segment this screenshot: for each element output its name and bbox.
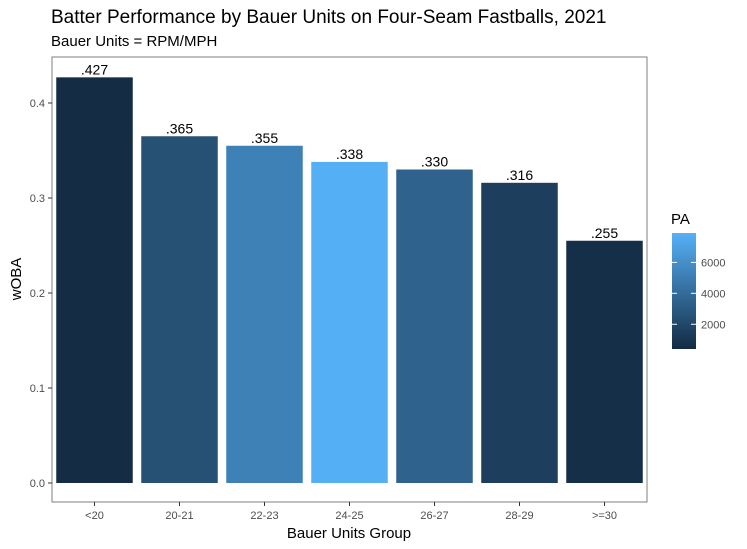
x-tick-label-4: 26-27 xyxy=(420,510,448,522)
x-axis: <20 20-21 22-23 24-25 26-27 28-29 >=30 xyxy=(85,502,617,522)
bar-value-label-0: .427 xyxy=(81,61,108,77)
bar-3 xyxy=(311,161,388,483)
chart-subtitle: Bauer Units = RPM/MPH xyxy=(51,33,217,50)
legend-ticks: 2000 4000 6000 xyxy=(672,257,725,331)
x-axis-title: Bauer Units Group xyxy=(287,525,411,542)
x-tick-label-0: <20 xyxy=(85,510,104,522)
bar-value-label-3: .338 xyxy=(336,146,363,162)
bar-value-label-6: .255 xyxy=(591,225,618,241)
y-tick-label-4: 0.4 xyxy=(30,98,45,110)
bar-value-label-1: .365 xyxy=(166,120,193,136)
x-tick-label-6: >=30 xyxy=(592,510,617,522)
y-tick-label-3: 0.3 xyxy=(30,193,45,205)
legend-tick-label-2: 6000 xyxy=(701,257,725,269)
bar-1 xyxy=(141,136,218,483)
bar-2 xyxy=(226,145,303,483)
legend-tick-label-1: 4000 xyxy=(701,288,725,300)
x-tick-label-1: 20-21 xyxy=(165,510,193,522)
bar-5 xyxy=(481,182,558,484)
chart-title: Batter Performance by Bauer Units on Fou… xyxy=(51,7,606,28)
bars-group: .427 .365 .355 .338 .330 .316 .255 xyxy=(56,61,643,484)
y-tick-label-1: 0.1 xyxy=(30,383,45,395)
x-tick-label-3: 24-25 xyxy=(335,510,363,522)
bar-value-label-5: .316 xyxy=(506,167,533,183)
x-tick-label-2: 22-23 xyxy=(250,510,278,522)
y-axis: 0.0 0.1 0.2 0.3 0.4 xyxy=(30,98,52,490)
legend-tick-label-0: 2000 xyxy=(701,319,725,331)
x-tick-label-5: 28-29 xyxy=(505,510,533,522)
bar-value-label-4: .330 xyxy=(421,154,448,170)
bar-value-label-2: .355 xyxy=(251,130,278,146)
bar-6 xyxy=(566,240,643,483)
bar-0 xyxy=(56,77,133,483)
legend-colorbar xyxy=(672,233,696,349)
bar-4 xyxy=(396,169,473,483)
y-axis-title: wOBA xyxy=(8,258,25,302)
y-tick-label-0: 0.0 xyxy=(30,478,45,490)
y-tick-label-2: 0.2 xyxy=(30,288,45,300)
legend-title: PA xyxy=(671,211,690,228)
